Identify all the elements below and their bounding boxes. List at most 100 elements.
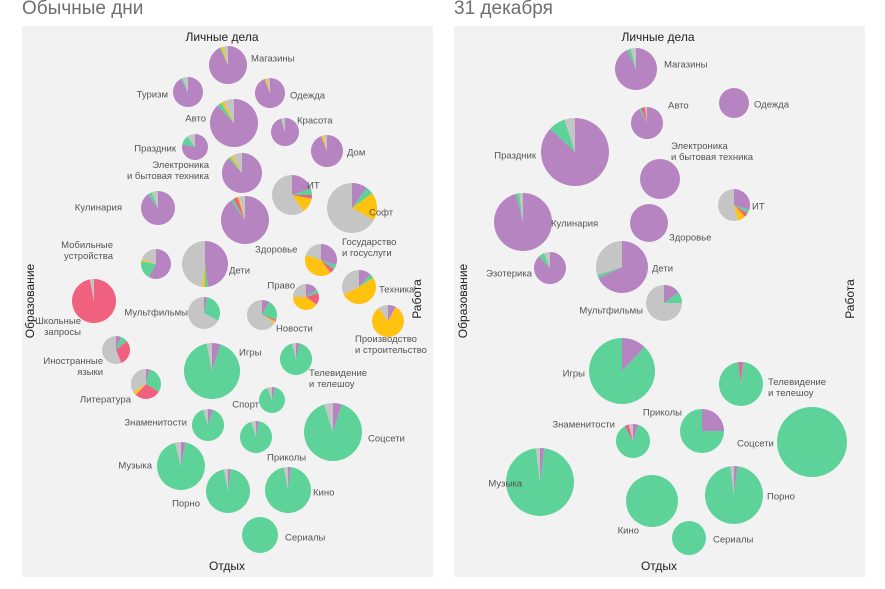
slice-здоровье-4 (239, 196, 245, 220)
slice-электроника-и-бытовая-техника-0 (640, 159, 680, 199)
axis-label-left: Образование (23, 263, 37, 338)
slice-праздник-1 (550, 119, 575, 152)
slice-новости-0 (262, 300, 270, 315)
slice-электроника-и-бытовая-техника-1 (228, 156, 242, 173)
slice-сериалы-1 (242, 517, 278, 553)
slice-музыка-1 (506, 448, 574, 517)
slice-магазины-3 (221, 46, 228, 65)
bubble-знаменитости (615, 423, 650, 458)
bubble-label-телевидение-и-телешоу: Телевидение и телешоу (768, 377, 826, 399)
bubble-порно (705, 466, 763, 525)
slice-эзотерика-1 (539, 253, 550, 268)
slice-иностранные-языки-0 (116, 336, 122, 350)
bubble-label-порно: Порно (767, 492, 795, 503)
slice-приколы-0 (702, 409, 724, 431)
bubble-телевидение-и-телешоу (719, 361, 764, 406)
slice-дом-4 (323, 135, 327, 151)
panel-title-dec31: 31 декабря (454, 0, 553, 19)
slice-право-0 (306, 284, 317, 297)
slice-магазины-4 (630, 48, 636, 69)
bubble-мобильные-устройства (141, 248, 172, 279)
slice-красота-1 (280, 118, 285, 132)
slice-авто-1 (639, 108, 647, 123)
slice-телевидение-и-телешоу-0 (741, 361, 744, 384)
bubble-дети (595, 241, 648, 294)
slice-мобильные-устройства-1 (141, 261, 156, 278)
slice-праздник-4 (187, 134, 195, 147)
bubble-кино (626, 475, 678, 527)
slice-мультфильмы-1 (664, 292, 682, 303)
slice-соцсети-0 (333, 403, 342, 432)
slice-иностранные-языки-4 (102, 336, 122, 365)
bubble-телевидение-и-телешоу (280, 343, 312, 375)
slice-знаменитости-2 (624, 424, 633, 441)
slice-школьные-запросы-2 (72, 279, 117, 324)
bubble-музыка (156, 442, 205, 491)
bubble-label-мобильные-устройства: Мобильные устройства (61, 240, 114, 262)
bubble-электроника-и-бытовая-техника (640, 159, 680, 199)
bubble-label-знаменитости: Знаменитости (124, 418, 187, 429)
bubble-ит (718, 189, 751, 221)
panel-title-regular-days: Обычные дни (22, 0, 144, 19)
slice-мобильные-устройства-3 (141, 259, 156, 264)
slice-авто-2 (641, 107, 647, 123)
slice-право-2 (306, 292, 319, 305)
slice-одежда-3 (264, 78, 270, 93)
slice-здоровье-3 (237, 196, 245, 220)
slice-кино-1 (626, 475, 678, 527)
slice-техника-0 (359, 270, 371, 287)
bubble-сериалы (242, 517, 278, 553)
slice-знаменитости-0 (208, 409, 213, 425)
slice-ит-0 (292, 175, 312, 195)
slice-авто-0 (209, 99, 258, 148)
bubble-label-мультфильмы: Мультфильмы (124, 308, 188, 319)
slice-телевидение-и-телешоу-0 (296, 343, 300, 359)
slice-кулинария-1 (515, 193, 523, 222)
slice-магазины-0 (615, 48, 658, 90)
bubble-знаменитости (192, 409, 224, 441)
slice-кино-1 (265, 467, 312, 514)
slice-кулинария-0 (141, 191, 176, 226)
bubble-кино (265, 466, 312, 514)
bubble-label-иностранные-языки: Иностранные языки (43, 356, 103, 378)
slice-софт-4 (327, 183, 374, 234)
slice-мультфильмы-4 (188, 297, 219, 329)
bubble-label-школьные-запросы: Школьные запросы (35, 316, 81, 338)
bubble-label-одежда: Одежда (754, 100, 790, 111)
slice-игры-0 (212, 343, 221, 371)
slice-новости-2 (262, 315, 277, 322)
slice-здоровье-2 (233, 197, 245, 220)
slice-кино-0 (288, 466, 291, 490)
bubble-мультфильмы (646, 285, 682, 321)
bubble-label-электроника-и-бытовая-техника: Электроника и бытовая техника (127, 160, 210, 182)
bubble-label-музыка: Музыка (118, 461, 152, 472)
slice-литература-4 (131, 369, 146, 393)
slice-ит-4 (272, 175, 304, 215)
slice-литература-2 (135, 384, 159, 399)
bubble-государство-и-госуслуги (305, 244, 338, 276)
slice-ит-3 (292, 195, 312, 212)
bubble-label-ит: ИТ (307, 181, 320, 192)
slice-игры-1 (184, 343, 241, 400)
bubble-label-знаменитости: Знаменитости (552, 420, 615, 431)
slice-телевидение-и-телешоу-2 (738, 361, 741, 384)
bubble-одежда (254, 78, 285, 109)
slice-порно-0 (734, 466, 738, 495)
slice-право-3 (293, 297, 317, 311)
slice-ит-3 (734, 205, 745, 221)
slice-одежда-0 (719, 88, 749, 118)
bubble-label-музыка: Музыка (488, 479, 522, 490)
slice-магазины-4 (223, 46, 228, 65)
axis-label-left: Образование (456, 263, 470, 338)
bubble-игры (184, 343, 241, 400)
bubble-магазины (615, 48, 658, 90)
slice-знаменитости-4 (203, 409, 208, 425)
axis-label-right: Работа (410, 279, 424, 319)
slice-государство-и-госуслуги-4 (305, 244, 321, 260)
bubble-право (293, 284, 319, 311)
slice-дом-0 (310, 135, 343, 167)
bubble-label-соцсети: Соцсети (368, 434, 405, 445)
slice-здоровье-0 (630, 204, 668, 242)
slice-знаменитости-4 (628, 424, 633, 441)
bubble-здоровье (630, 204, 668, 242)
